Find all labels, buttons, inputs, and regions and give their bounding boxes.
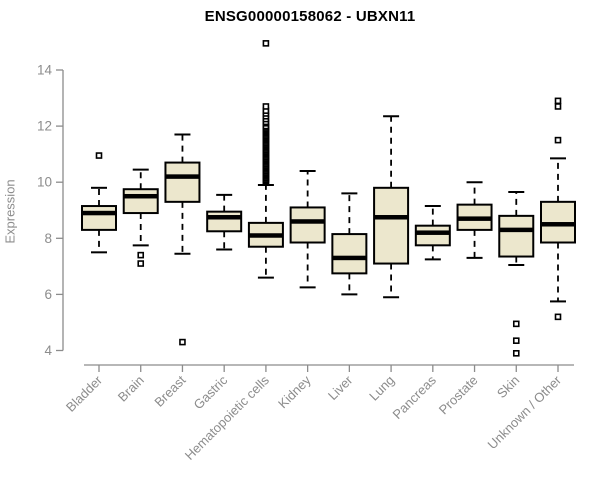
outlier-point-skin	[512, 320, 520, 328]
outlier-point-hematopoietic-cells	[262, 40, 270, 47]
box-breast	[164, 161, 201, 203]
median-unknown-other	[541, 222, 575, 227]
y-tick-label-4: 4	[44, 343, 52, 358]
median-breast	[165, 174, 200, 179]
x-tick-label-liver: Liver	[325, 372, 356, 403]
median-hematopoietic-cells	[248, 233, 283, 238]
outlier-point-hematopoietic-cells	[262, 103, 270, 110]
y-tick-label-6: 6	[44, 287, 52, 302]
chart-title: ENSG00000158062 - UBXN11	[204, 8, 416, 25]
x-tick-label-skin: Skin	[494, 373, 522, 401]
x-tick-label-prostate: Prostate	[436, 373, 481, 418]
x-tick-label-breast: Breast	[151, 372, 188, 409]
box-kidney	[289, 206, 326, 244]
outlier-point-skin	[512, 350, 520, 357]
outlier-point-brain	[137, 260, 145, 267]
outlier-point-unknown-other	[554, 313, 562, 321]
box-bladder	[81, 205, 117, 231]
x-tick-label-bladder: Bladder	[63, 372, 106, 415]
outlier-point-breast	[179, 338, 186, 346]
outlier-point-bladder	[95, 152, 103, 159]
median-liver	[332, 255, 367, 261]
x-tick-label-unknown-other: Unknown / Other	[485, 372, 565, 452]
outlier-point-unknown-other	[554, 97, 562, 105]
box-gastric	[206, 210, 243, 233]
median-gastric	[207, 215, 242, 220]
box-lung	[373, 186, 410, 265]
box-liver	[331, 233, 368, 275]
outlier-point-unknown-other	[554, 103, 562, 110]
x-tick-label-pancreas: Pancreas	[389, 372, 439, 422]
median-brain	[123, 193, 158, 199]
median-kidney	[290, 219, 325, 224]
y-tick-label-14: 14	[37, 63, 53, 78]
y-tick-label-10: 10	[37, 175, 52, 190]
median-bladder	[82, 210, 116, 216]
median-prostate	[457, 216, 492, 221]
y-tick-label-8: 8	[44, 231, 52, 246]
outlier-point-skin	[512, 337, 520, 344]
x-tick-label-kidney: Kidney	[275, 372, 314, 411]
x-tick-label-brain: Brain	[115, 373, 147, 405]
box-skin	[498, 214, 535, 258]
median-lung	[374, 215, 409, 220]
median-pancreas	[415, 230, 450, 235]
x-tick-label-lung: Lung	[366, 373, 397, 404]
box-pancreas	[414, 224, 451, 247]
box-brain	[122, 188, 159, 215]
y-tick-label-12: 12	[37, 119, 52, 134]
x-tick-label-gastric: Gastric	[191, 372, 231, 412]
outlier-point-unknown-other	[554, 136, 562, 144]
outlier-point-brain	[137, 251, 145, 259]
median-skin	[499, 227, 534, 233]
